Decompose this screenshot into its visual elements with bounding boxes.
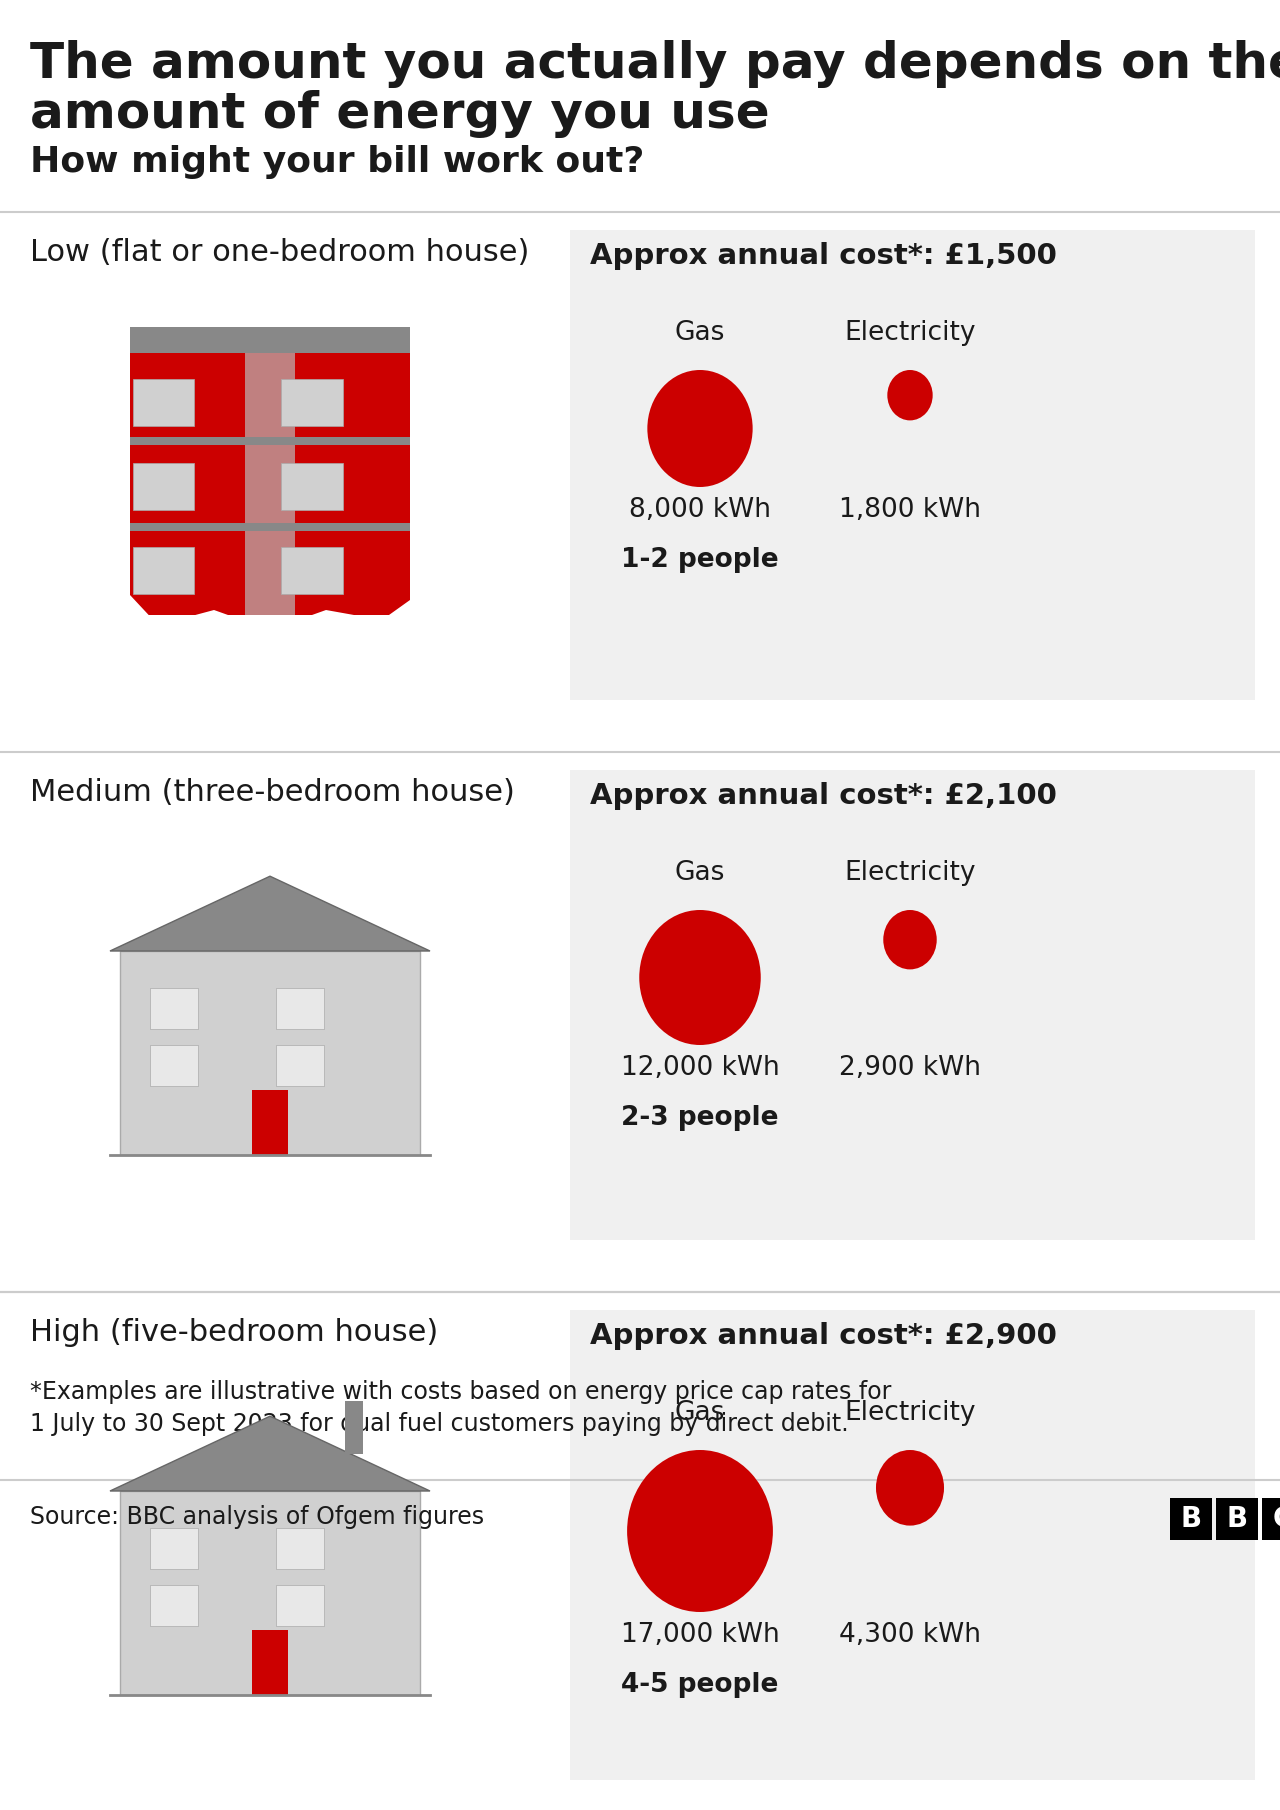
Text: 2,900 kWh: 2,900 kWh — [838, 1055, 980, 1081]
Text: How might your bill work out?: How might your bill work out? — [29, 145, 644, 179]
PathPatch shape — [131, 595, 410, 644]
Text: 2-3 people: 2-3 people — [621, 1104, 778, 1131]
Bar — [1262, 1499, 1280, 1540]
Text: 8,000 kWh: 8,000 kWh — [628, 498, 771, 523]
Text: Gas: Gas — [675, 320, 726, 346]
Bar — [120, 1491, 420, 1694]
Polygon shape — [110, 876, 430, 950]
Text: 4,300 kWh: 4,300 kWh — [838, 1622, 980, 1647]
Ellipse shape — [648, 369, 753, 487]
Text: High (five-bedroom house): High (five-bedroom house) — [29, 1318, 438, 1347]
Text: Source: BBC analysis of Ofgem figures: Source: BBC analysis of Ofgem figures — [29, 1504, 484, 1529]
Text: Electricity: Electricity — [845, 320, 975, 346]
Ellipse shape — [883, 910, 937, 970]
Ellipse shape — [627, 1450, 773, 1613]
Bar — [150, 988, 198, 1028]
Ellipse shape — [639, 910, 760, 1044]
Text: Approx annual cost*: £2,100: Approx annual cost*: £2,100 — [590, 782, 1057, 811]
Bar — [133, 463, 195, 510]
Bar — [276, 1044, 324, 1086]
Text: Electricity: Electricity — [845, 860, 975, 887]
Polygon shape — [110, 1415, 430, 1491]
Bar — [276, 988, 324, 1028]
Bar — [131, 353, 410, 615]
Bar — [252, 1629, 288, 1694]
Bar — [276, 1586, 324, 1625]
Text: 1,800 kWh: 1,800 kWh — [838, 498, 980, 523]
Text: B: B — [1180, 1504, 1202, 1533]
Text: 1-2 people: 1-2 people — [621, 547, 778, 574]
Bar — [133, 547, 195, 594]
Bar — [150, 1044, 198, 1086]
Bar — [244, 353, 296, 615]
Bar — [1170, 1499, 1212, 1540]
Bar — [346, 1401, 364, 1453]
Text: 17,000 kWh: 17,000 kWh — [621, 1622, 780, 1647]
Bar — [131, 436, 410, 445]
Text: Approx annual cost*: £2,900: Approx annual cost*: £2,900 — [590, 1321, 1057, 1350]
Text: Approx annual cost*: £1,500: Approx annual cost*: £1,500 — [590, 243, 1057, 270]
Text: Electricity: Electricity — [845, 1399, 975, 1426]
Text: Low (flat or one-bedroom house): Low (flat or one-bedroom house) — [29, 237, 530, 268]
Text: B: B — [1226, 1504, 1248, 1533]
Bar — [133, 378, 195, 425]
Bar — [282, 463, 343, 510]
Ellipse shape — [876, 1450, 945, 1526]
Bar — [150, 1528, 198, 1569]
Bar — [282, 547, 343, 594]
Text: C: C — [1272, 1504, 1280, 1533]
Bar — [1216, 1499, 1258, 1540]
FancyBboxPatch shape — [570, 1310, 1254, 1779]
FancyBboxPatch shape — [570, 230, 1254, 700]
Bar — [131, 523, 410, 532]
Text: 12,000 kWh: 12,000 kWh — [621, 1055, 780, 1081]
Bar — [282, 378, 343, 425]
Bar — [131, 328, 410, 353]
Bar — [120, 950, 420, 1155]
Bar — [252, 1090, 288, 1155]
Bar — [276, 1528, 324, 1569]
Text: Gas: Gas — [675, 860, 726, 887]
Text: The amount you actually pay depends on the: The amount you actually pay depends on t… — [29, 40, 1280, 89]
Bar — [150, 1586, 198, 1625]
Text: 4-5 people: 4-5 people — [621, 1672, 778, 1698]
Text: amount of energy you use: amount of energy you use — [29, 90, 769, 138]
Ellipse shape — [887, 369, 933, 420]
Text: *Examples are illustrative with costs based on energy price cap rates for: *Examples are illustrative with costs ba… — [29, 1379, 891, 1405]
FancyBboxPatch shape — [570, 769, 1254, 1240]
Text: Gas: Gas — [675, 1399, 726, 1426]
Text: Medium (three-bedroom house): Medium (three-bedroom house) — [29, 778, 515, 807]
Text: 1 July to 30 Sept 2023 for dual fuel customers paying by direct debit.: 1 July to 30 Sept 2023 for dual fuel cus… — [29, 1412, 849, 1435]
